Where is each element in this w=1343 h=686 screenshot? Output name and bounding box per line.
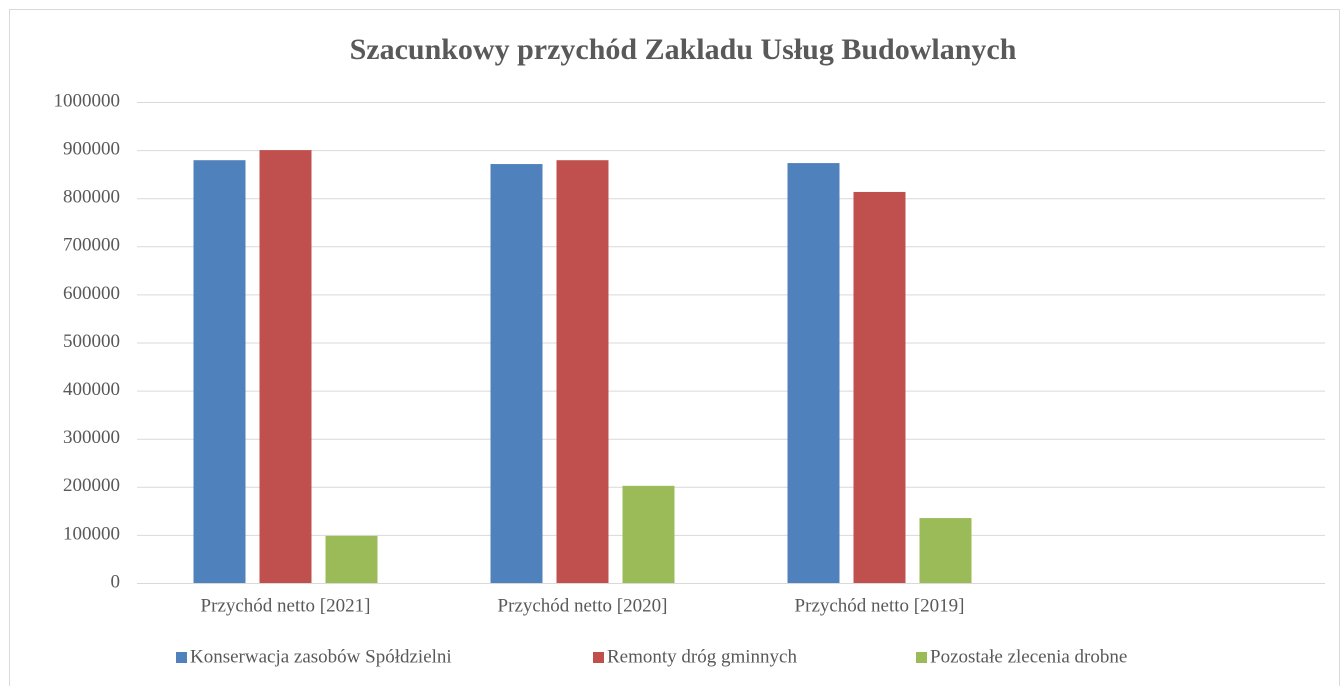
bar xyxy=(622,485,675,583)
legend-label: Remonty dróg gminnych xyxy=(607,646,797,667)
y-tick-label: 700000 xyxy=(63,235,120,256)
bar xyxy=(853,191,906,583)
x-tick-label: Przychód netto [2020] xyxy=(498,595,668,616)
y-tick-label: 0 xyxy=(111,571,121,592)
y-tick-label: 100000 xyxy=(63,523,120,544)
chart-title: Szacunkowy przychód Zakladu Usług Budowl… xyxy=(350,33,1017,66)
x-tick-label: Przychód netto [2019] xyxy=(795,595,965,616)
bar xyxy=(787,163,840,583)
y-tick-label: 600000 xyxy=(63,283,120,304)
y-tick-label: 1000000 xyxy=(54,90,121,111)
legend-label: Pozostałe zlecenia drobne xyxy=(930,646,1127,667)
y-tick-label: 400000 xyxy=(63,379,120,400)
y-tick-label: 800000 xyxy=(63,187,120,208)
bar xyxy=(919,518,972,583)
legend-swatch xyxy=(593,652,604,663)
bar xyxy=(193,160,246,584)
y-tick-label: 500000 xyxy=(63,331,120,352)
bar xyxy=(259,150,312,583)
y-tick-label: 200000 xyxy=(63,475,120,496)
bar xyxy=(556,160,609,584)
bar xyxy=(490,164,543,583)
legend-swatch xyxy=(176,652,187,663)
legend-label: Konserwacja zasobów Spółdzielni xyxy=(190,646,452,667)
x-tick-label: Przychód netto [2021] xyxy=(201,595,371,616)
y-tick-label: 900000 xyxy=(63,138,120,159)
legend-swatch xyxy=(916,652,927,663)
y-tick-label: 300000 xyxy=(63,427,120,448)
bar xyxy=(325,535,378,583)
